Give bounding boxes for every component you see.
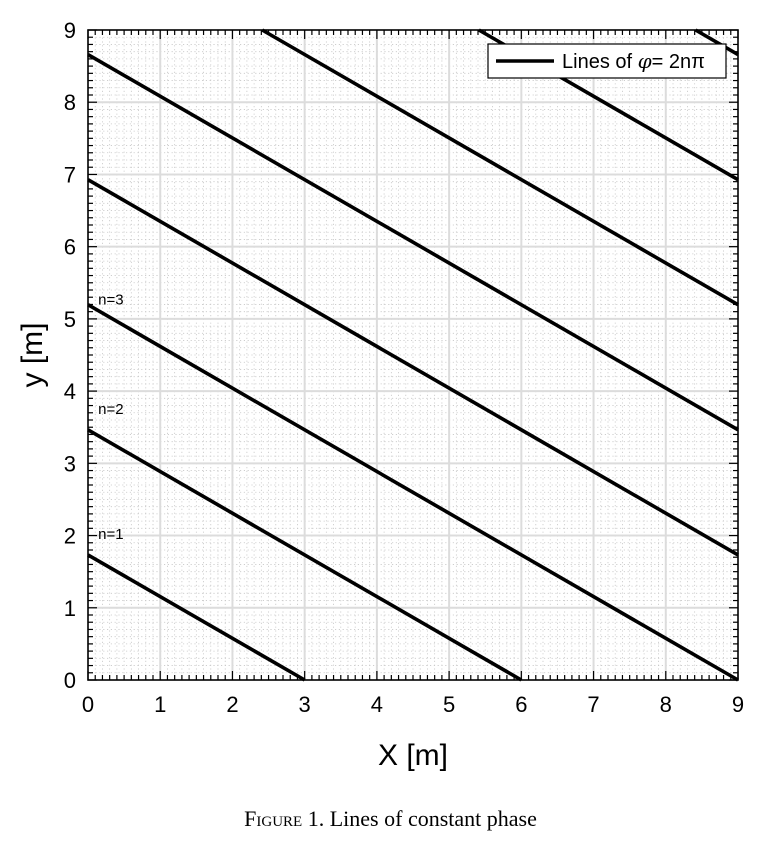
legend-box (487, 43, 727, 79)
x-tick-label: 4 (371, 692, 383, 717)
phase-line-1 (87, 553, 306, 682)
y-tick-label: 6 (64, 235, 76, 260)
phase-line-4 (87, 178, 739, 557)
y-axis-label: y [m] (16, 323, 49, 388)
line-annotation: n=2 (98, 401, 123, 418)
y-tick-label: 8 (64, 90, 76, 115)
x-tick-label: 5 (443, 692, 455, 717)
caption-label: Figure 1. (244, 806, 325, 831)
caption-text: Lines of constant phase (329, 806, 537, 831)
phase-line-2 (87, 428, 523, 682)
x-tick-label: 3 (299, 692, 311, 717)
legend-text-main: Lines of (562, 51, 638, 73)
legend-text-rest: = 2nπ (652, 51, 705, 73)
major-grid (88, 30, 738, 680)
constant-phase-chart: 0 1 2 3 4 5 6 7 8 9 0 1 2 3 4 5 6 7 8 9 n=1 n=2 n=3 X [m] y [… (16, 18, 744, 772)
x-axis-label: X [m] (378, 739, 448, 772)
x-tick-label: 7 (587, 692, 599, 717)
y-tick-label: 9 (64, 18, 76, 43)
legend: Lines of φ= 2nπ (487, 43, 727, 79)
x-tick-label: 9 (732, 692, 744, 717)
phase-line-5 (87, 52, 739, 432)
x-tick-label: 1 (154, 692, 166, 717)
x-tick-label: 2 (226, 692, 238, 717)
legend-entry-label: Lines of φ= 2nπ (562, 49, 705, 73)
x-tick-label: 0 (82, 692, 94, 717)
line-annotation: n=3 (98, 291, 123, 308)
y-tick-label: 2 (64, 524, 76, 549)
series-layer (87, 28, 739, 682)
x-tick-label: 8 (660, 692, 672, 717)
figure-caption: Figure 1. Lines of constant phase (0, 806, 781, 832)
y-tick-label: 1 (64, 596, 76, 621)
y-tick-label: 0 (64, 668, 76, 693)
axes-layer (87, 29, 739, 681)
phase-line-3 (87, 303, 739, 682)
y-tick-label: 5 (64, 307, 76, 332)
phase-line-6 (261, 28, 739, 307)
y-tick-label: 3 (64, 451, 76, 476)
ticks-layer: 0 1 2 3 4 5 6 7 8 9 0 1 2 3 4 5 6 7 8 9 (64, 18, 744, 717)
annotations-layer: n=1 n=2 n=3 (98, 291, 123, 543)
y-tick-label: 4 (64, 379, 76, 404)
plot-background (88, 30, 738, 680)
legend-phi-symbol: φ (638, 49, 652, 73)
line-annotation: n=1 (98, 526, 123, 543)
phase-line-8 (694, 28, 739, 57)
y-tick-label: 7 (64, 162, 76, 187)
x-tick-label: 6 (515, 692, 527, 717)
